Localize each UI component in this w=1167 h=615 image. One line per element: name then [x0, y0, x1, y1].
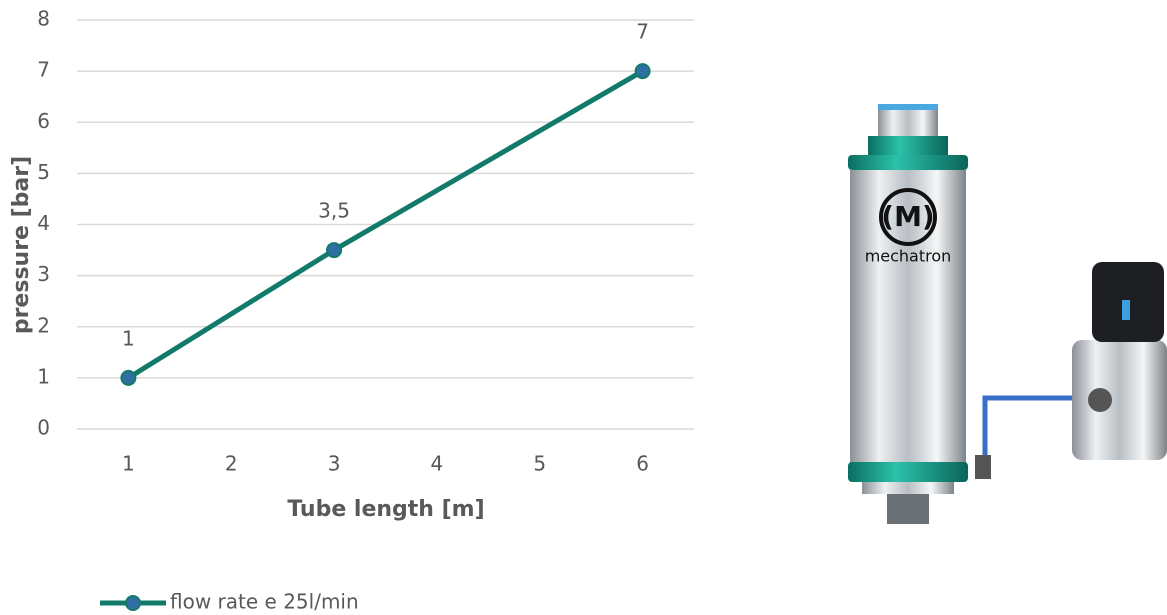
y-tick-label: 7: [37, 58, 50, 82]
data-point: [636, 64, 650, 78]
x-tick-label: 5: [533, 452, 546, 476]
legend-marker: [126, 596, 140, 610]
page: (M) mechatron Tube length [m] pressure […: [0, 0, 1167, 615]
x-tick-label: 1: [122, 452, 135, 476]
y-tick-label: 2: [37, 313, 50, 337]
y-tick-label: 8: [37, 7, 50, 31]
brand: mechatron: [865, 247, 952, 266]
data-point: [327, 243, 341, 257]
y-tick-label: 5: [37, 160, 50, 184]
logo: (M): [881, 200, 934, 233]
x-tick-label: 3: [328, 452, 341, 476]
y-tick-label: 4: [37, 211, 50, 235]
legend-label: flow rate e 25l/min: [170, 590, 359, 614]
data-label: 1: [122, 326, 135, 350]
data-label: 7: [636, 20, 649, 44]
y-tick-label: 1: [37, 364, 50, 388]
y-tick-label: 3: [37, 262, 50, 286]
y-tick-label: 6: [37, 109, 50, 133]
x-tick-label: 4: [431, 452, 444, 476]
x-tick-label: 6: [636, 452, 649, 476]
y-tick-label: 0: [37, 416, 50, 440]
product-image: (M) mechatron: [848, 104, 1167, 524]
y-axis-title: pressure [bar]: [9, 156, 34, 334]
x-axis-title: Tube length [m]: [287, 497, 484, 522]
data-label: 3,5: [318, 199, 350, 223]
data-point: [121, 371, 135, 385]
x-tick-label: 2: [225, 452, 238, 476]
chart: (M) mechatron Tube length [m] pressure […: [0, 0, 1167, 615]
